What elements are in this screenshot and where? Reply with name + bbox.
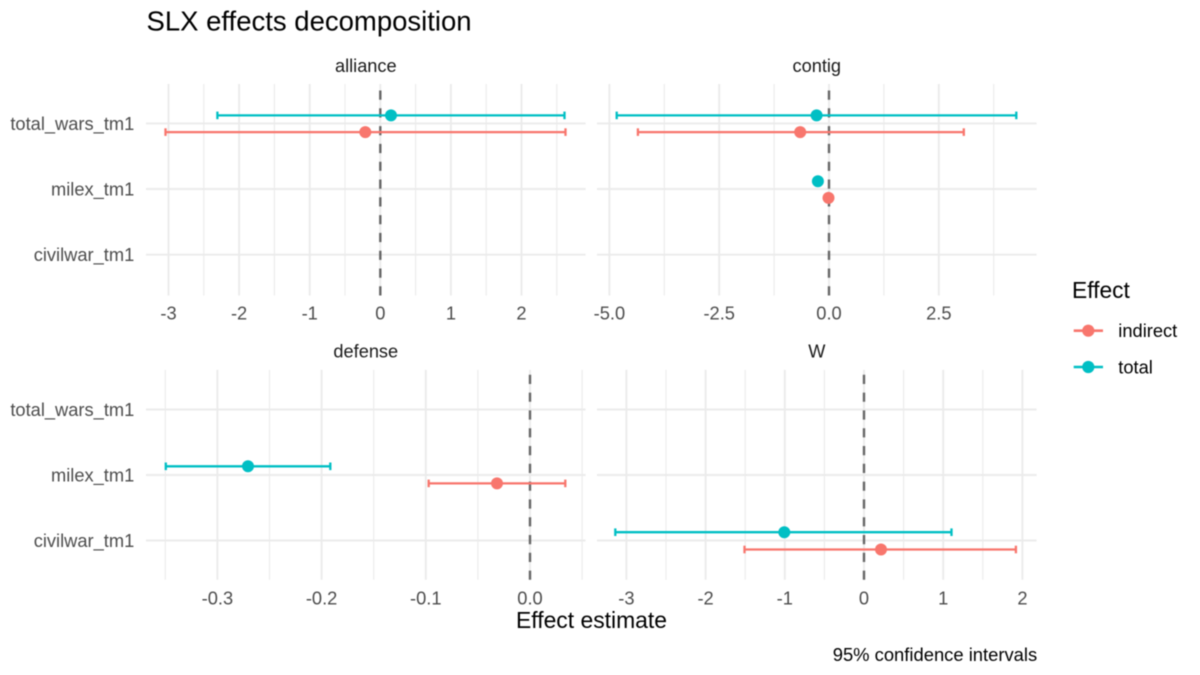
svg-text:-2: -2	[231, 302, 247, 323]
svg-text:1: 1	[938, 588, 948, 609]
svg-text:0.0: 0.0	[816, 302, 841, 323]
svg-text:contig: contig	[793, 56, 842, 76]
svg-text:-0.1: -0.1	[410, 588, 442, 609]
svg-text:-0.2: -0.2	[306, 588, 338, 609]
svg-text:-5.0: -5.0	[594, 302, 626, 323]
svg-text:-0.3: -0.3	[202, 588, 234, 609]
svg-text:-1: -1	[302, 302, 318, 323]
svg-text:W: W	[808, 341, 826, 361]
svg-text:-3: -3	[618, 588, 634, 609]
svg-text:95% confidence intervals: 95% confidence intervals	[833, 644, 1037, 665]
svg-text:indirect: indirect	[1118, 320, 1177, 341]
svg-text:0: 0	[375, 302, 385, 323]
svg-text:2.5: 2.5	[926, 302, 951, 323]
svg-text:total: total	[1118, 356, 1153, 377]
svg-text:civilwar_tm1: civilwar_tm1	[34, 244, 135, 266]
svg-text:-3: -3	[160, 302, 176, 323]
svg-text:Effect estimate: Effect estimate	[516, 607, 667, 633]
svg-text:SLX effects decomposition: SLX effects decomposition	[147, 6, 472, 37]
svg-text:2: 2	[1017, 588, 1027, 609]
svg-text:milex_tm1: milex_tm1	[51, 465, 134, 487]
svg-text:0.0: 0.0	[517, 588, 542, 609]
svg-text:0: 0	[859, 588, 869, 609]
svg-text:-2: -2	[697, 588, 713, 609]
svg-text:Effect: Effect	[1072, 277, 1131, 303]
svg-text:civilwar_tm1: civilwar_tm1	[34, 530, 135, 552]
svg-text:2: 2	[516, 302, 526, 323]
svg-text:-1: -1	[777, 588, 793, 609]
svg-text:-2.5: -2.5	[703, 302, 735, 323]
svg-text:defense: defense	[333, 341, 398, 361]
svg-text:milex_tm1: milex_tm1	[51, 179, 134, 201]
svg-text:1: 1	[446, 302, 456, 323]
svg-text:alliance: alliance	[335, 56, 397, 76]
svg-text:total_wars_tm1: total_wars_tm1	[10, 399, 134, 421]
svg-text:total_wars_tm1: total_wars_tm1	[10, 113, 134, 135]
